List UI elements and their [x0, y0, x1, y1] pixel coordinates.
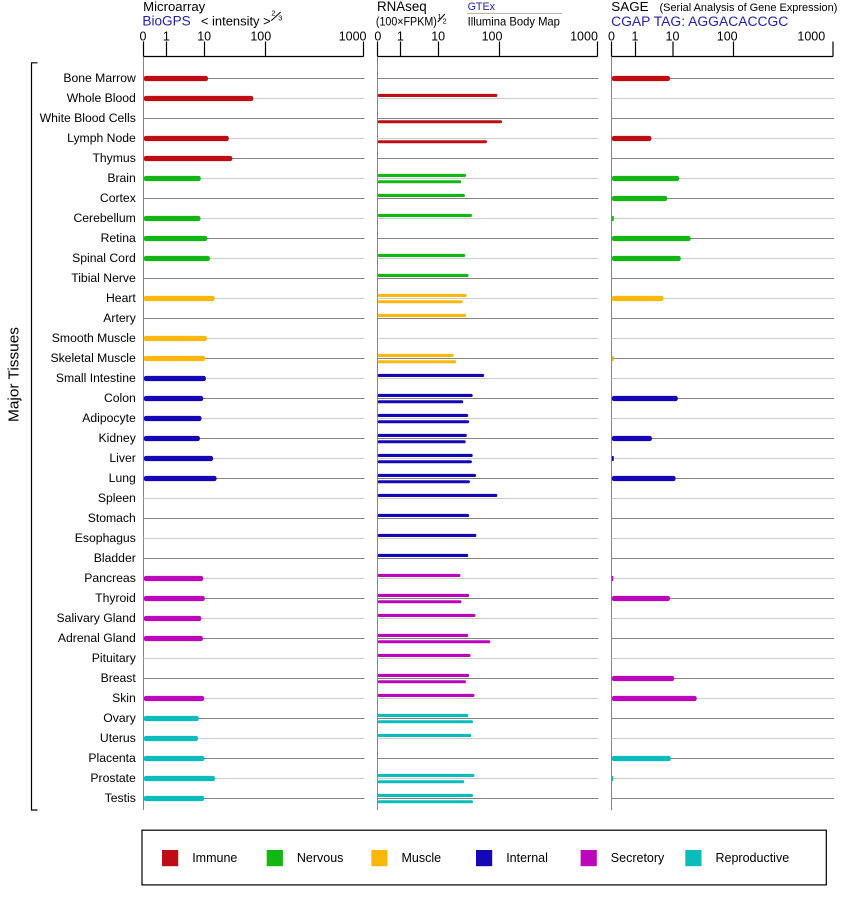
svg-text:Retina: Retina [101, 231, 136, 245]
svg-text:Testis: Testis [105, 791, 136, 805]
svg-text:Muscle: Muscle [402, 851, 442, 865]
svg-text:Reproductive: Reproductive [716, 851, 790, 865]
svg-text:RNAseq: RNAseq [377, 0, 427, 14]
svg-text:Heart: Heart [106, 291, 136, 305]
svg-text:CGAP TAG: AGGACACCGC: CGAP TAG: AGGACACCGC [611, 14, 788, 29]
svg-text:GTEx: GTEx [468, 1, 496, 13]
svg-text:SAGE: SAGE [611, 0, 649, 14]
svg-text:Internal: Internal [506, 851, 548, 865]
svg-text:Adrenal Gland: Adrenal Gland [58, 631, 136, 645]
svg-text:Salivary Gland: Salivary Gland [57, 611, 136, 625]
svg-text:Bone Marrow: Bone Marrow [63, 71, 136, 85]
svg-text:Adipocyte: Adipocyte [82, 411, 136, 425]
svg-text:1: 1 [632, 29, 639, 43]
svg-text:Pituitary: Pituitary [92, 651, 137, 665]
svg-text:Thyroid: Thyroid [95, 591, 136, 605]
svg-text:0: 0 [608, 29, 615, 43]
svg-text:1000: 1000 [339, 29, 367, 43]
svg-text:Cortex: Cortex [100, 191, 136, 205]
svg-text:10: 10 [197, 29, 211, 43]
svg-text:100: 100 [717, 29, 738, 43]
svg-text:Brain: Brain [107, 171, 135, 185]
svg-text:2: 2 [443, 16, 447, 25]
svg-text:3: 3 [278, 14, 282, 23]
svg-text:Breast: Breast [101, 671, 137, 685]
svg-text:Microarray: Microarray [143, 0, 205, 14]
svg-text:White Blood Cells: White Blood Cells [40, 111, 136, 125]
svg-text:1: 1 [438, 12, 442, 21]
svg-text:Skeletal Muscle: Skeletal Muscle [50, 351, 136, 365]
svg-text:Placenta: Placenta [88, 751, 136, 765]
svg-text:Spleen: Spleen [98, 491, 136, 505]
svg-text:Tibial Nerve: Tibial Nerve [71, 271, 136, 285]
svg-text:Uterus: Uterus [100, 731, 136, 745]
svg-text:Lymph Node: Lymph Node [67, 131, 136, 145]
svg-text:Ovary: Ovary [103, 711, 136, 725]
svg-text:Pancreas: Pancreas [84, 571, 136, 585]
svg-text:Stomach: Stomach [88, 511, 136, 525]
svg-text:Liver: Liver [109, 451, 135, 465]
svg-text:Skin: Skin [112, 691, 136, 705]
svg-text:(100×FPKM): (100×FPKM) [376, 17, 437, 29]
svg-text:2: 2 [271, 9, 275, 18]
svg-text:Esophagus: Esophagus [75, 531, 136, 545]
svg-text:0: 0 [374, 29, 381, 43]
svg-text:1000: 1000 [797, 29, 825, 43]
svg-text:Prostate: Prostate [90, 771, 136, 785]
svg-text:Immune: Immune [192, 851, 237, 865]
svg-text:Artery: Artery [103, 311, 136, 325]
svg-text:< intensity >: < intensity > [201, 13, 271, 28]
svg-text:Spinal Cord: Spinal Cord [72, 251, 136, 265]
svg-text:(Serial Analysis of Gene Expre: (Serial Analysis of Gene Expression) [660, 2, 838, 14]
svg-text:Illumina Body Map: Illumina Body Map [468, 15, 561, 29]
svg-text:100: 100 [250, 29, 271, 43]
svg-text:100: 100 [482, 29, 503, 43]
svg-text:1: 1 [163, 29, 170, 43]
svg-text:1: 1 [397, 29, 404, 43]
svg-text:Bladder: Bladder [94, 551, 136, 565]
svg-text:Cerebellum: Cerebellum [73, 211, 135, 225]
svg-text:Colon: Colon [104, 391, 136, 405]
svg-text:Smooth Muscle: Smooth Muscle [52, 331, 136, 345]
svg-text:0: 0 [140, 29, 147, 43]
svg-text:Small Intestine: Small Intestine [56, 371, 136, 385]
svg-text:Major Tissues: Major Tissues [6, 327, 23, 422]
svg-text:10: 10 [666, 29, 680, 43]
svg-text:Kidney: Kidney [99, 431, 137, 445]
svg-text:BioGPS: BioGPS [142, 13, 190, 28]
svg-text:Lung: Lung [109, 471, 136, 485]
svg-text:Nervous: Nervous [297, 851, 344, 865]
svg-text:Secretory: Secretory [611, 851, 665, 865]
svg-text:Whole Blood: Whole Blood [67, 91, 136, 105]
svg-text:1000: 1000 [570, 29, 598, 43]
svg-text:Thymus: Thymus [92, 151, 135, 165]
svg-text:10: 10 [431, 29, 445, 43]
